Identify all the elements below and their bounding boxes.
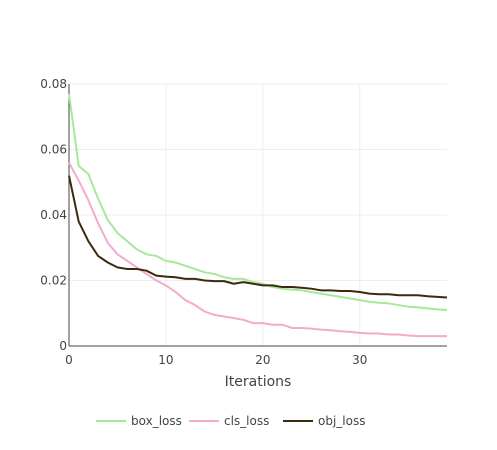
- legend-item-box-loss[interactable]: box_loss: [96, 414, 182, 428]
- tick-labels: 0 0.02 0.04 0.06 0.08 0 10 20 30: [40, 77, 367, 367]
- series-line-box-loss: [69, 94, 447, 310]
- y-tick-label: 0.08: [40, 77, 67, 91]
- legend-label: box_loss: [131, 414, 182, 428]
- y-tick-label: 0.02: [40, 274, 67, 288]
- series-line-cls-loss: [69, 163, 447, 337]
- y-tick-label: 0: [59, 339, 67, 353]
- legend-item-cls-loss[interactable]: cls_loss: [189, 414, 269, 428]
- x-tick-label: 0: [65, 353, 73, 367]
- x-axis-title: Iterations: [225, 374, 292, 390]
- y-tick-label: 0.06: [40, 143, 67, 157]
- legend-label: cls_loss: [224, 414, 269, 428]
- legend-item-obj-loss[interactable]: obj_loss: [283, 414, 365, 428]
- legend-label: obj_loss: [318, 414, 365, 428]
- x-tick-label: 10: [158, 353, 173, 367]
- x-tick-label: 30: [352, 353, 367, 367]
- y-tick-label: 0.04: [40, 208, 67, 222]
- series-line-obj-loss: [69, 176, 447, 298]
- x-tick-label: 20: [255, 353, 270, 367]
- gridlines: [69, 84, 447, 346]
- legend[interactable]: box_loss cls_loss obj_loss: [96, 414, 365, 428]
